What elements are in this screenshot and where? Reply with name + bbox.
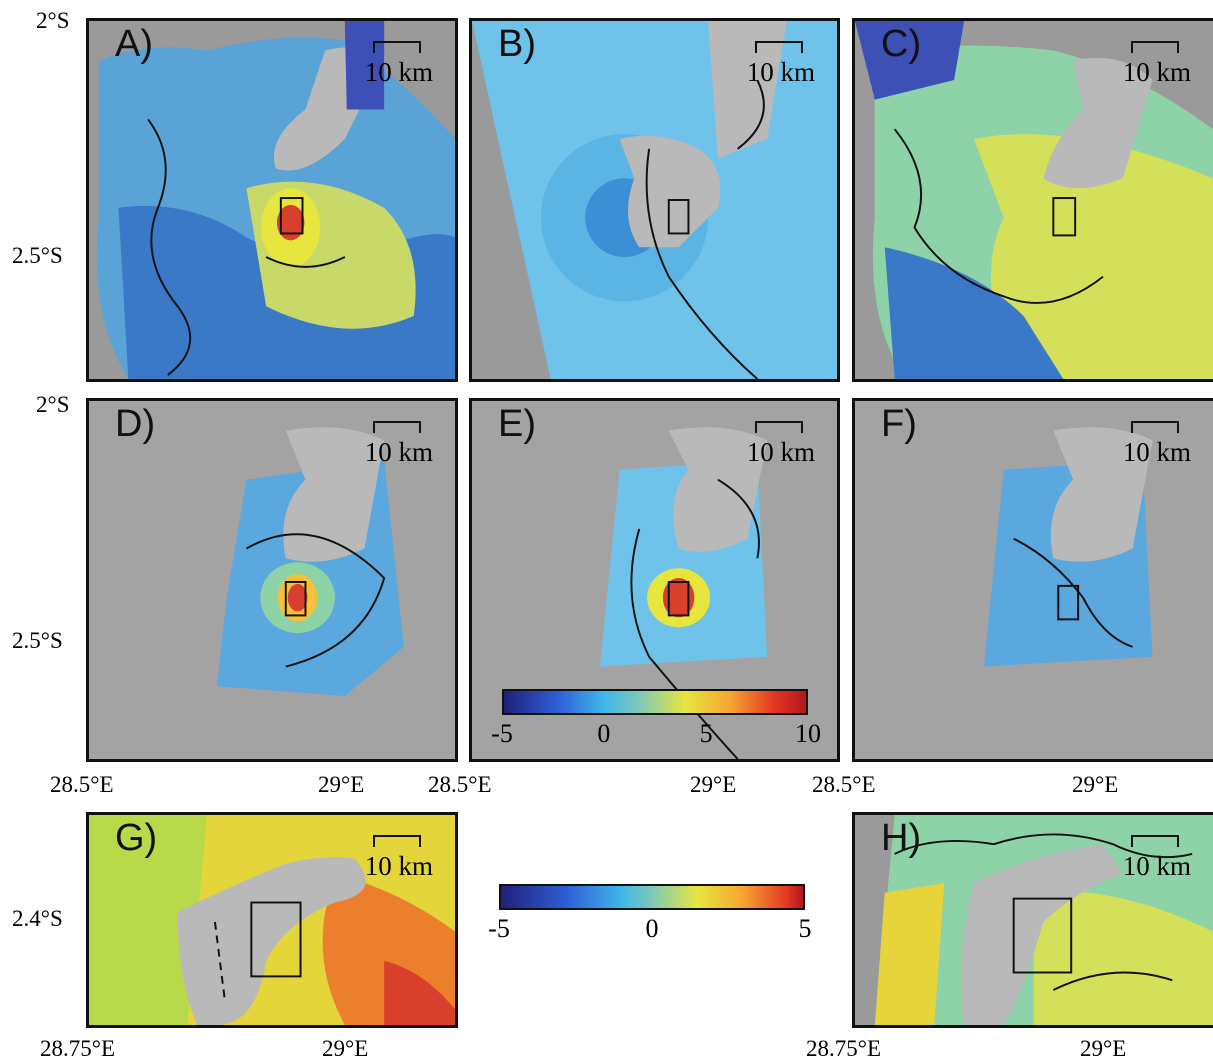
colorbar-tick: 5 (798, 914, 812, 943)
panel-h: H) 10 km (852, 812, 1213, 1028)
lon-label: 29°E (1072, 772, 1119, 797)
colorbar-tick: 5 (699, 719, 713, 748)
colorbar-tick: 10 (795, 719, 821, 748)
panel-label: D) (115, 403, 156, 445)
panel-d: D) 10 km (86, 398, 458, 762)
scale-bar: 10 km (1071, 825, 1191, 885)
lat-label-2s-row1: 2°S (36, 8, 70, 33)
scale-bar: 10 km (313, 411, 433, 471)
panel-f: F) 10 km (852, 398, 1213, 762)
panel-label: H) (881, 817, 922, 859)
colorbar-tick: -5 (488, 914, 510, 943)
panel-label: A) (115, 23, 153, 65)
lon-label: 29°E (690, 772, 737, 797)
panel-label: E) (498, 403, 536, 445)
panel-g: G) 10 km (86, 812, 458, 1028)
panel-b: B) 10 km (469, 18, 840, 382)
panel-label: F) (881, 403, 917, 445)
lon-label: 29°E (318, 772, 365, 797)
scale-bar: 10 km (1071, 31, 1191, 91)
lon-label: 28.5°E (812, 772, 876, 797)
panel-label: G) (115, 817, 158, 859)
scale-bar: 10 km (695, 31, 815, 91)
lat-label-2s-row2: 2°S (36, 392, 70, 417)
lon-label: 28.75°E (806, 1036, 881, 1061)
colorbar-tick: 0 (645, 914, 659, 943)
lon-label: 29°E (322, 1036, 369, 1061)
colorbar-tick: 0 (597, 719, 611, 748)
scale-bar: 10 km (313, 825, 433, 885)
lon-label: 29°E (1080, 1036, 1127, 1061)
panel-label: B) (498, 23, 536, 65)
lon-label: 28.75°E (40, 1036, 115, 1061)
panel-a: A) 10 km (86, 18, 458, 382)
scale-bar: 10 km (695, 411, 815, 471)
scale-bar: 10 km (1071, 411, 1191, 471)
lon-label: 28.5°E (428, 772, 492, 797)
lat-label-2-4s: 2.4°S (12, 906, 63, 931)
colorbar-tick: -5 (491, 719, 513, 748)
colorbar-displacement: -5 0 5 10 (491, 689, 821, 748)
panel-c: C) 10 km (852, 18, 1213, 382)
lon-label: 28.5°E (50, 772, 114, 797)
panel-label: C) (881, 23, 922, 65)
scale-bar: 10 km (313, 31, 433, 91)
lat-label-2-5s-row1: 2.5°S (12, 243, 63, 268)
colorbar-residual: -5 0 5 (488, 884, 812, 943)
lat-label-2-5s-row2: 2.5°S (12, 628, 63, 653)
panel-e: E) 10 km -5 0 5 10 (469, 398, 840, 762)
